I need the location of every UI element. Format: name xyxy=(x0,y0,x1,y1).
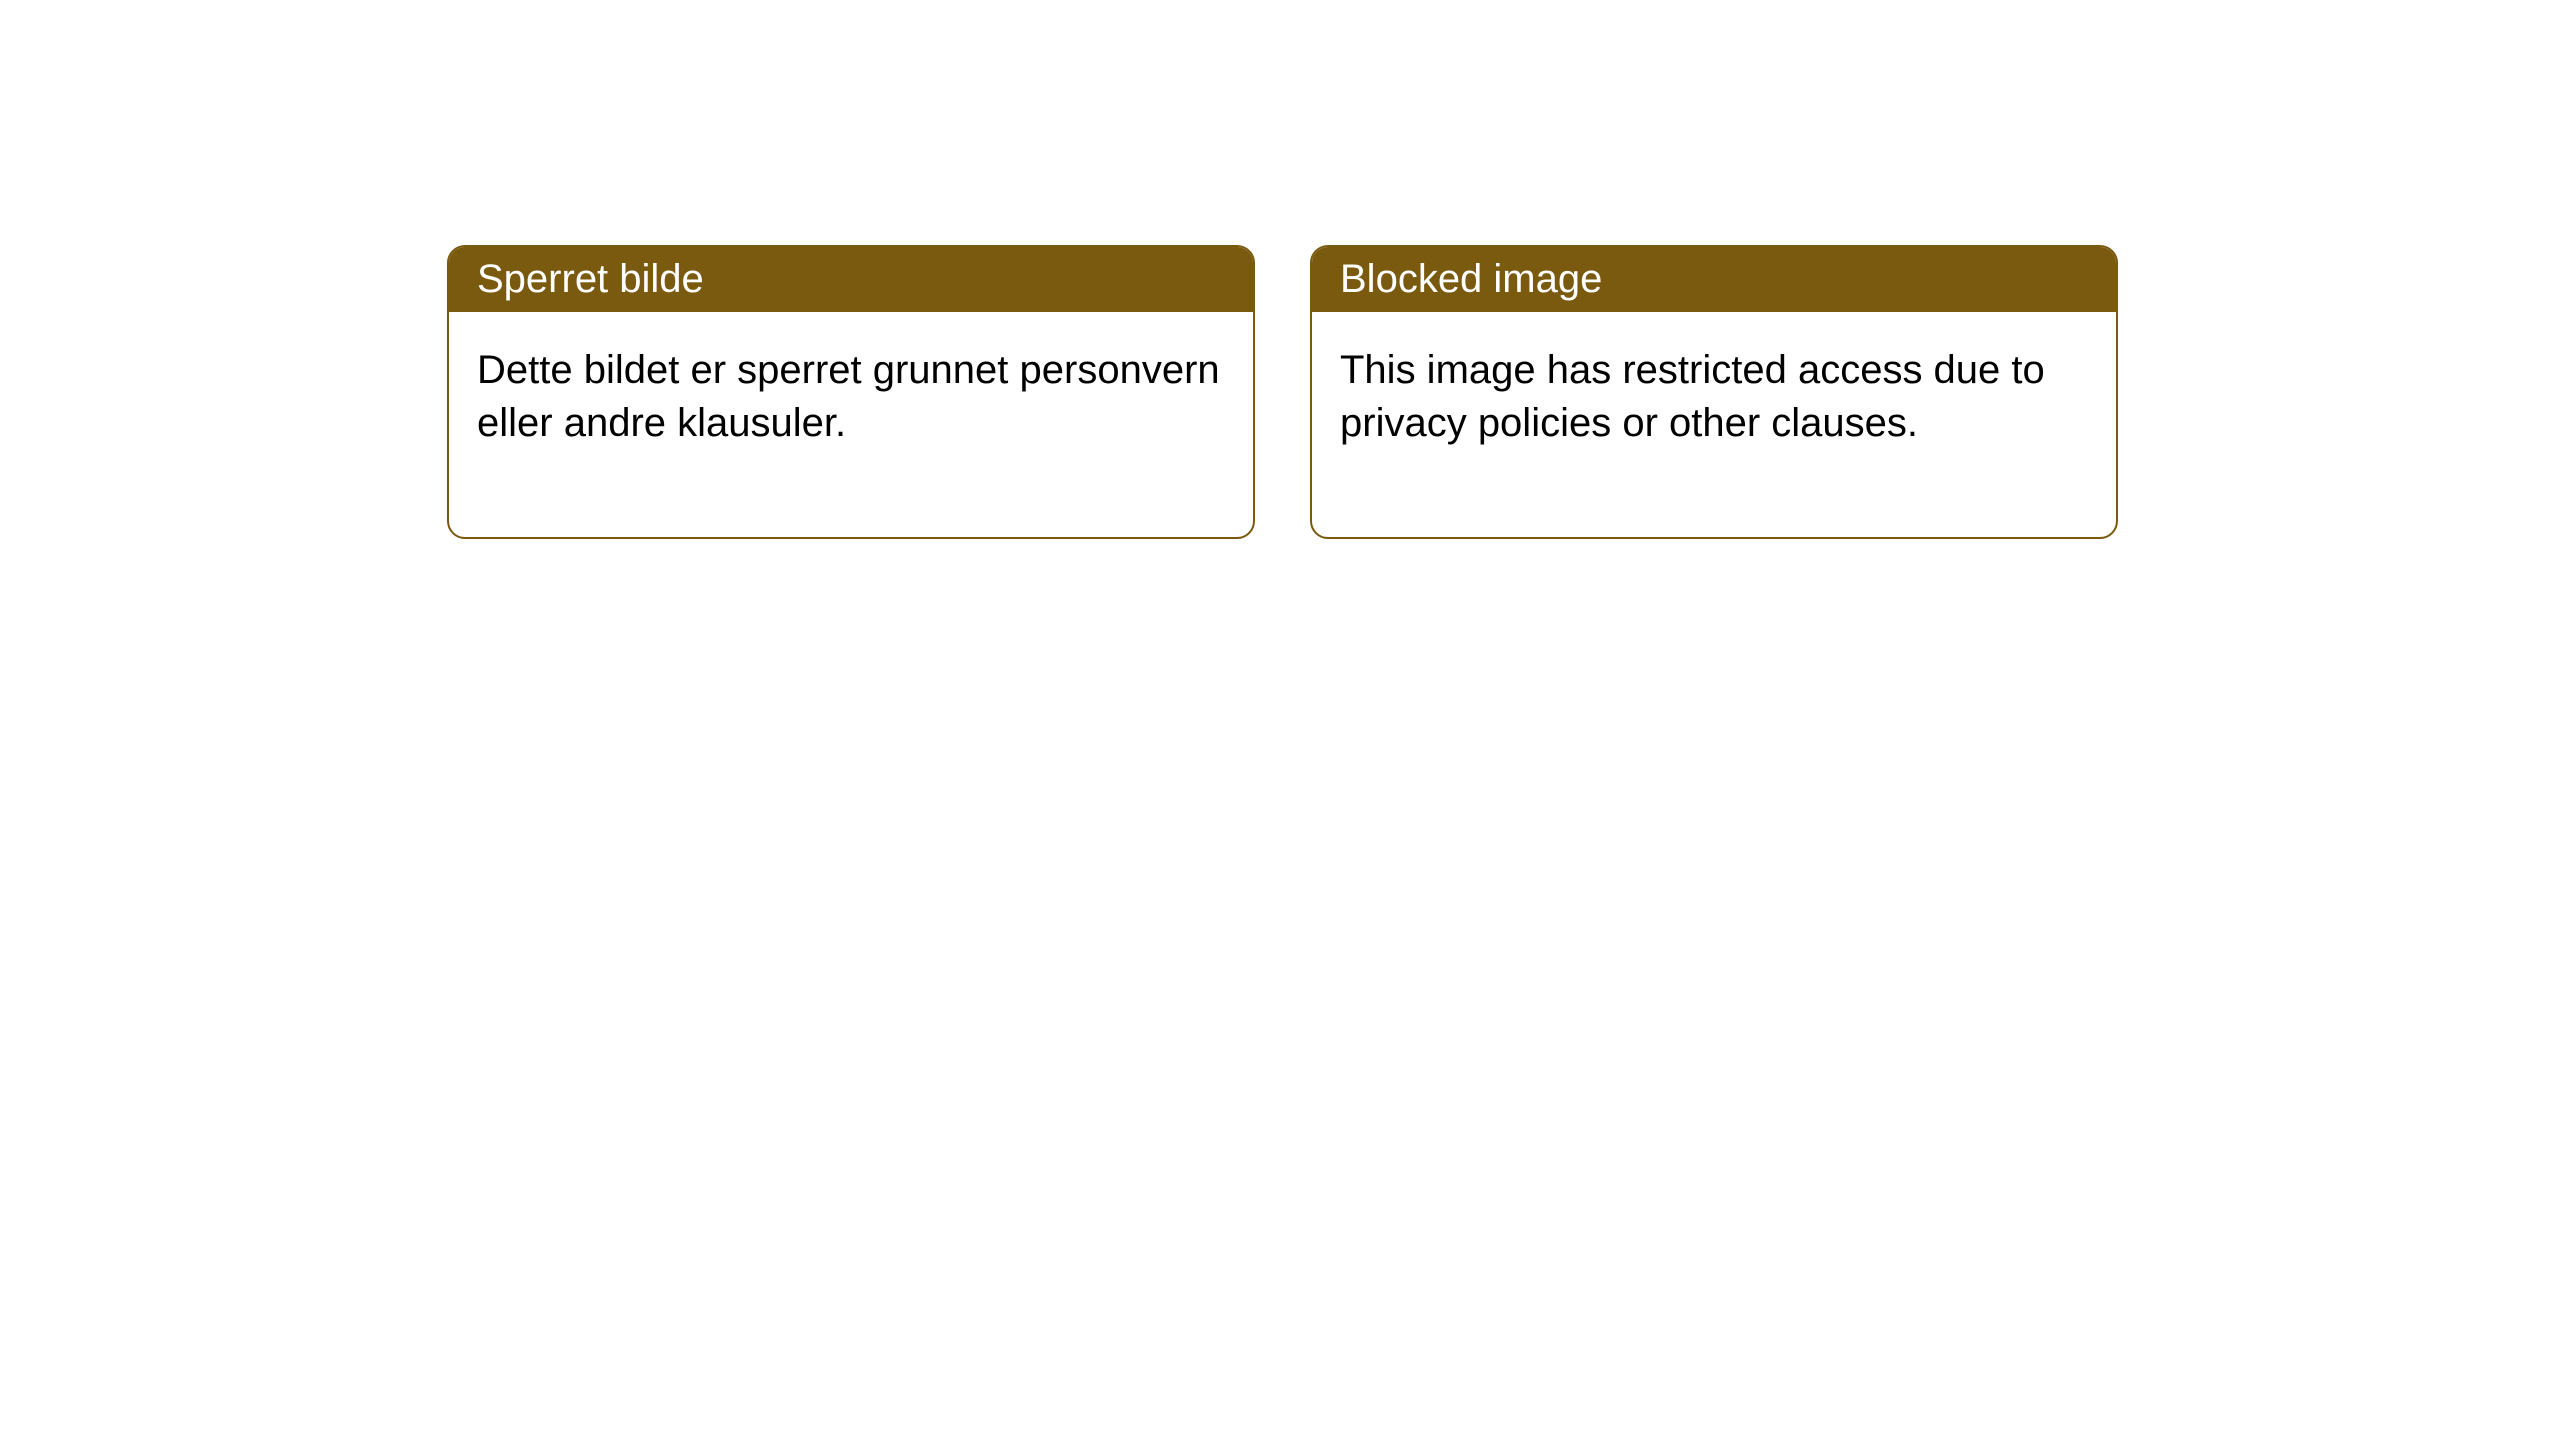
notice-header: Blocked image xyxy=(1312,247,2116,312)
notice-header: Sperret bilde xyxy=(449,247,1253,312)
notice-text: Dette bildet er sperret grunnet personve… xyxy=(477,348,1220,445)
notice-card-english: Blocked image This image has restricted … xyxy=(1310,245,2118,539)
notice-cards-container: Sperret bilde Dette bildet er sperret gr… xyxy=(0,0,2560,539)
notice-title: Sperret bilde xyxy=(477,257,704,301)
notice-body: This image has restricted access due to … xyxy=(1312,312,2116,537)
notice-title: Blocked image xyxy=(1340,257,1602,301)
notice-text: This image has restricted access due to … xyxy=(1340,348,2045,445)
notice-card-norwegian: Sperret bilde Dette bildet er sperret gr… xyxy=(447,245,1255,539)
notice-body: Dette bildet er sperret grunnet personve… xyxy=(449,312,1253,537)
